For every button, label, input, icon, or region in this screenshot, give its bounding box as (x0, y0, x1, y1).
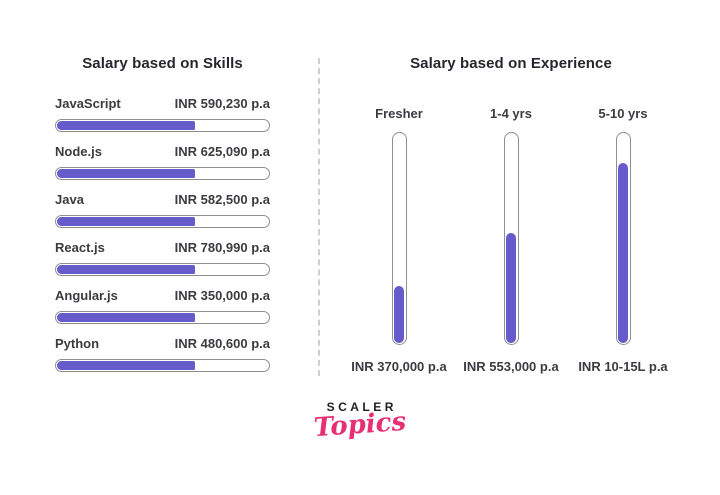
skills-title: Salary based on Skills (82, 55, 243, 72)
skill-row-labels: Angular.js INR 350,000 p.a (55, 288, 270, 304)
skill-row-python: Python INR 480,600 p.a (55, 336, 270, 372)
skill-bar (55, 263, 270, 276)
skill-row-javascript: JavaScript INR 590,230 p.a (55, 96, 270, 132)
skill-label: JavaScript (55, 96, 121, 111)
experience-bar (391, 132, 407, 345)
skill-row-labels: Java INR 582,500 p.a (55, 192, 270, 208)
experience-bar-fill (394, 285, 404, 343)
skills-panel: Salary based on Skills JavaScript INR 59… (55, 55, 270, 384)
experience-value: INR 10-15L p.a (578, 359, 668, 374)
skill-row-nodejs: Node.js INR 625,090 p.a (55, 144, 270, 180)
skill-row-labels: Node.js INR 625,090 p.a (55, 144, 270, 160)
experience-bar (615, 132, 631, 345)
skill-bar (55, 167, 270, 180)
experience-bar-fill (506, 232, 516, 343)
skill-value: INR 582,500 p.a (174, 192, 270, 207)
experience-col-fresher: Fresher INR 370,000 p.a (344, 106, 454, 375)
skill-label: Python (55, 336, 100, 351)
logo-topics-text: Topics (312, 406, 408, 444)
skill-bar (55, 119, 270, 132)
skill-row-reactjs: React.js INR 780,990 p.a (55, 240, 270, 276)
skill-label: Angular.js (55, 288, 118, 303)
section-divider (318, 58, 320, 376)
skill-label: Java (55, 192, 84, 207)
experience-label: 5-10 yrs (598, 106, 648, 121)
skill-bar-fill (57, 265, 196, 274)
experience-value: INR 553,000 p.a (463, 359, 559, 374)
experience-columns: Fresher INR 370,000 p.a 1-4 yrs INR 553,… (344, 106, 678, 375)
experience-value: INR 370,000 p.a (351, 359, 447, 374)
experience-bar-fill (618, 163, 628, 343)
skill-row-angularjs: Angular.js INR 350,000 p.a (55, 288, 270, 324)
skill-bar-fill (57, 217, 196, 226)
skill-value: INR 625,090 p.a (174, 144, 270, 159)
skill-label: Node.js (55, 144, 102, 159)
experience-title: Salary based on Experience (410, 55, 612, 72)
skill-row-labels: React.js INR 780,990 p.a (55, 240, 270, 256)
skill-bar (55, 311, 270, 324)
skill-bar (55, 215, 270, 228)
skill-row-labels: JavaScript INR 590,230 p.a (55, 96, 270, 112)
skill-value: INR 480,600 p.a (174, 336, 270, 351)
experience-panel: Salary based on Experience Fresher INR 3… (344, 55, 678, 374)
skill-bar-fill (57, 361, 196, 370)
skill-bar-fill (57, 169, 196, 178)
skill-label: React.js (55, 240, 105, 255)
experience-col-1-4yrs: 1-4 yrs INR 553,000 p.a (456, 106, 566, 375)
skill-row-labels: Python INR 480,600 p.a (55, 336, 270, 352)
experience-bar (503, 132, 519, 345)
experience-label: 1-4 yrs (490, 106, 532, 121)
logo-scaler-text: SCALER (326, 400, 397, 414)
skill-value: INR 780,990 p.a (174, 240, 270, 255)
skill-bar-fill (57, 313, 196, 322)
scaler-topics-logo: SCALER Topics (312, 400, 408, 444)
skill-bar-fill (57, 121, 196, 130)
skill-value: INR 590,230 p.a (174, 96, 270, 111)
experience-label: Fresher (375, 106, 423, 121)
experience-col-5-10yrs: 5-10 yrs INR 10-15L p.a (568, 106, 678, 375)
skill-value: INR 350,000 p.a (174, 288, 270, 303)
skill-bar (55, 359, 270, 372)
skill-row-java: Java INR 582,500 p.a (55, 192, 270, 228)
